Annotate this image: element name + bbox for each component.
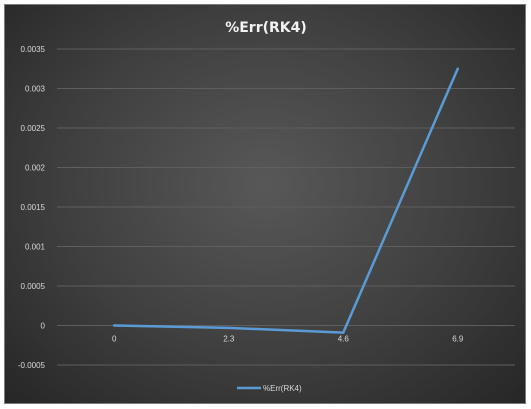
- legend-label: %Err(RK4): [263, 384, 302, 393]
- y-tick-label: 0: [41, 322, 46, 331]
- series-line[interactable]: [113, 67, 459, 334]
- x-tick-label: 2.3: [223, 335, 235, 344]
- x-tick-label: 0: [112, 335, 117, 344]
- x-tick-label: 4.6: [338, 335, 350, 344]
- data-point[interactable]: [456, 67, 459, 70]
- y-tick-label: 0.002: [25, 164, 46, 173]
- y-tick-label: 0.003: [25, 85, 46, 94]
- x-axis-tick-labels: 0 2.3 4.6 6.9: [112, 335, 464, 344]
- chart-area[interactable]: %Err(RK4) -0.0005 0 0.0005 0.001 0.0015 0.002…: [4, 4, 526, 404]
- y-tick-label: 0.0015: [21, 203, 46, 212]
- y-tick-label: 0.001: [25, 243, 46, 252]
- y-axis-tick-labels: -0.0005 0 0.0005 0.001 0.0015 0.002 0.0025 0.00…: [18, 45, 46, 370]
- legend[interactable]: %Err(RK4): [237, 384, 302, 393]
- data-point[interactable]: [342, 331, 345, 334]
- line-chart: %Err(RK4) -0.0005 0 0.0005 0.001 0.0015 0.002…: [18, 20, 515, 393]
- y-tick-label: 0.0035: [21, 45, 46, 54]
- x-tick-label: 6.9: [452, 335, 464, 344]
- data-point[interactable]: [227, 326, 230, 330]
- chart-title: %Err(RK4): [225, 20, 307, 36]
- y-tick-label: -0.0005: [18, 361, 46, 370]
- series-layer: [113, 67, 459, 334]
- y-tick-label: 0.0005: [21, 282, 46, 291]
- y-tick-label: 0.0025: [21, 124, 46, 133]
- data-point[interactable]: [113, 324, 116, 327]
